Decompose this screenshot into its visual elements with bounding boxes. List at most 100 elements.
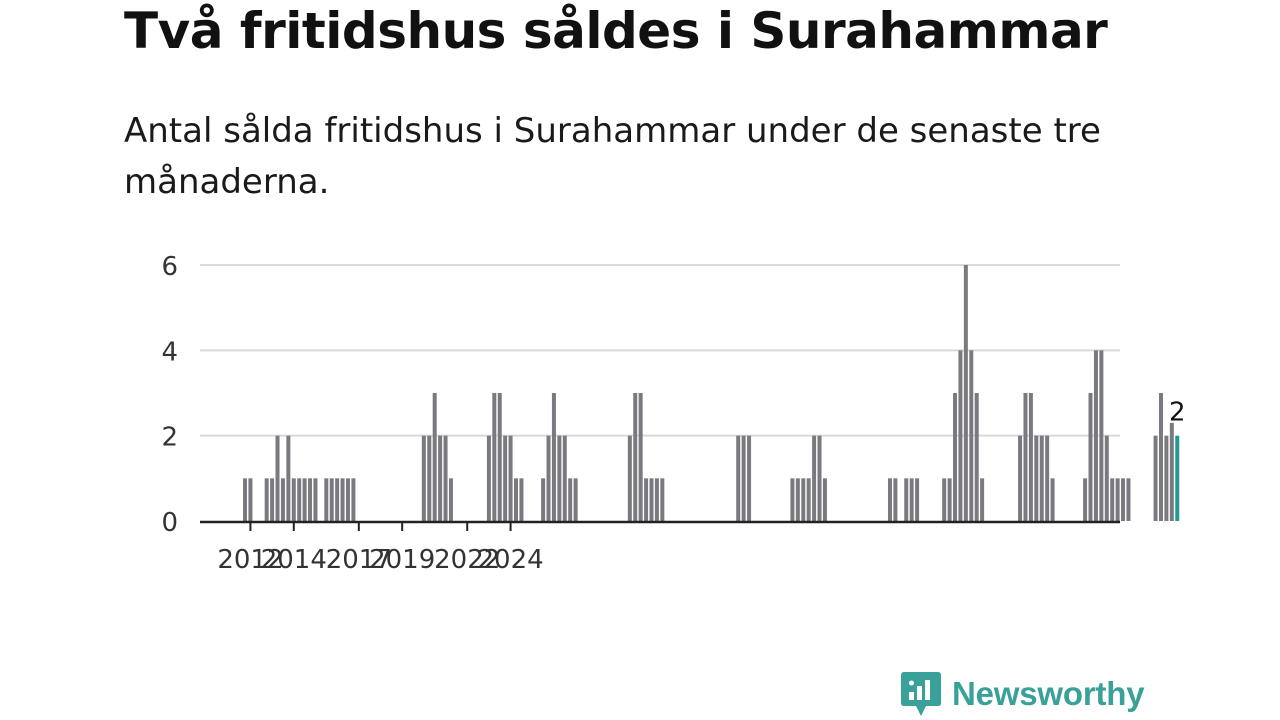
bar: [514, 478, 518, 521]
x-tick-label: 2014: [261, 545, 327, 575]
bar: [817, 435, 822, 521]
bar: [557, 435, 562, 521]
bar: [503, 435, 508, 521]
bar: [904, 478, 909, 521]
bar: [812, 435, 817, 521]
bar: [1158, 393, 1163, 521]
bar: [546, 435, 551, 521]
bar: [438, 435, 443, 521]
bar: [1169, 422, 1174, 521]
bar: [275, 435, 280, 521]
bar: [340, 478, 345, 521]
bar: [1164, 435, 1169, 521]
x-tick-label: 2022: [434, 545, 500, 575]
bar: [741, 435, 746, 521]
bar: [486, 435, 491, 521]
bar: [421, 435, 426, 521]
y-tick-label: 4: [161, 337, 178, 367]
bar: [942, 478, 947, 521]
x-tick-label: 2012: [217, 545, 283, 575]
bar: [654, 478, 659, 521]
bar: [248, 478, 253, 521]
bar: [1023, 393, 1028, 521]
bar: [243, 478, 247, 521]
bar: [427, 435, 432, 521]
bar: [893, 478, 898, 521]
bar: [432, 393, 437, 521]
bar: [1110, 478, 1115, 521]
bar: [541, 478, 546, 521]
bar: [644, 478, 649, 521]
bar: [1126, 478, 1131, 521]
bar: [443, 435, 448, 521]
bar: [1088, 393, 1093, 521]
y-tick-label: 6: [161, 252, 178, 282]
bar: [297, 478, 302, 521]
bar: [1039, 435, 1044, 521]
bar-chart-speech-icon: [901, 672, 941, 716]
bar: [806, 478, 811, 521]
bar: [915, 478, 920, 521]
bar: [638, 393, 643, 521]
bar: [1028, 393, 1033, 521]
bar: [790, 478, 795, 521]
bar: [953, 393, 958, 521]
bar: [1099, 350, 1104, 521]
bar: [947, 478, 952, 521]
bar: [1153, 435, 1158, 521]
bar: [633, 393, 638, 521]
bar: [313, 478, 318, 521]
bar-value-label: 2: [1169, 398, 1186, 428]
bar: [508, 435, 513, 521]
bar: [1034, 435, 1039, 521]
bar: [519, 478, 524, 521]
bar: [909, 478, 914, 521]
brand-logo: Newsworthy: [900, 670, 1145, 718]
brand-name: Newsworthy: [952, 675, 1145, 712]
bar: [822, 478, 827, 521]
x-tick-label: 2017: [326, 545, 392, 575]
bar: [264, 478, 269, 521]
bar: [1104, 435, 1109, 521]
bar: [329, 478, 334, 521]
bar: [1093, 350, 1098, 521]
bar: [497, 393, 502, 521]
bar: [270, 478, 275, 521]
bar: [1045, 435, 1050, 521]
bar: [345, 478, 350, 521]
bar: [969, 350, 974, 521]
bar: [324, 478, 329, 521]
bar: [627, 435, 632, 521]
bar: [660, 478, 665, 521]
bar: [568, 478, 573, 521]
bar-highlight: [1175, 435, 1180, 521]
bar: [649, 478, 654, 521]
chart-title: Två fritidshus såldes i Surahammar: [124, 2, 1108, 60]
bar: [351, 478, 356, 521]
bar: [280, 478, 285, 521]
bar: [562, 435, 567, 521]
bar: [286, 435, 291, 521]
bar: [1083, 478, 1088, 521]
bar: [747, 435, 752, 521]
bar: [551, 393, 556, 521]
bar: [335, 478, 340, 521]
bar: [448, 478, 453, 521]
bar: [958, 350, 963, 521]
chart-subtitle: Antal sålda fritidshus i Surahammar unde…: [124, 111, 1101, 202]
bar: [736, 435, 741, 521]
bar: [1121, 478, 1126, 521]
bar: [795, 478, 800, 521]
bar: [1050, 478, 1055, 521]
bar: [963, 265, 968, 521]
bar: [980, 478, 985, 521]
x-tick-label: 2019: [369, 545, 435, 575]
bar: [887, 478, 892, 521]
y-tick-label: 2: [161, 423, 178, 453]
bar: [1115, 478, 1120, 521]
bar: [308, 478, 313, 521]
x-tick-label: 2024: [477, 545, 543, 575]
bar: [291, 478, 296, 521]
bar: [801, 478, 806, 521]
